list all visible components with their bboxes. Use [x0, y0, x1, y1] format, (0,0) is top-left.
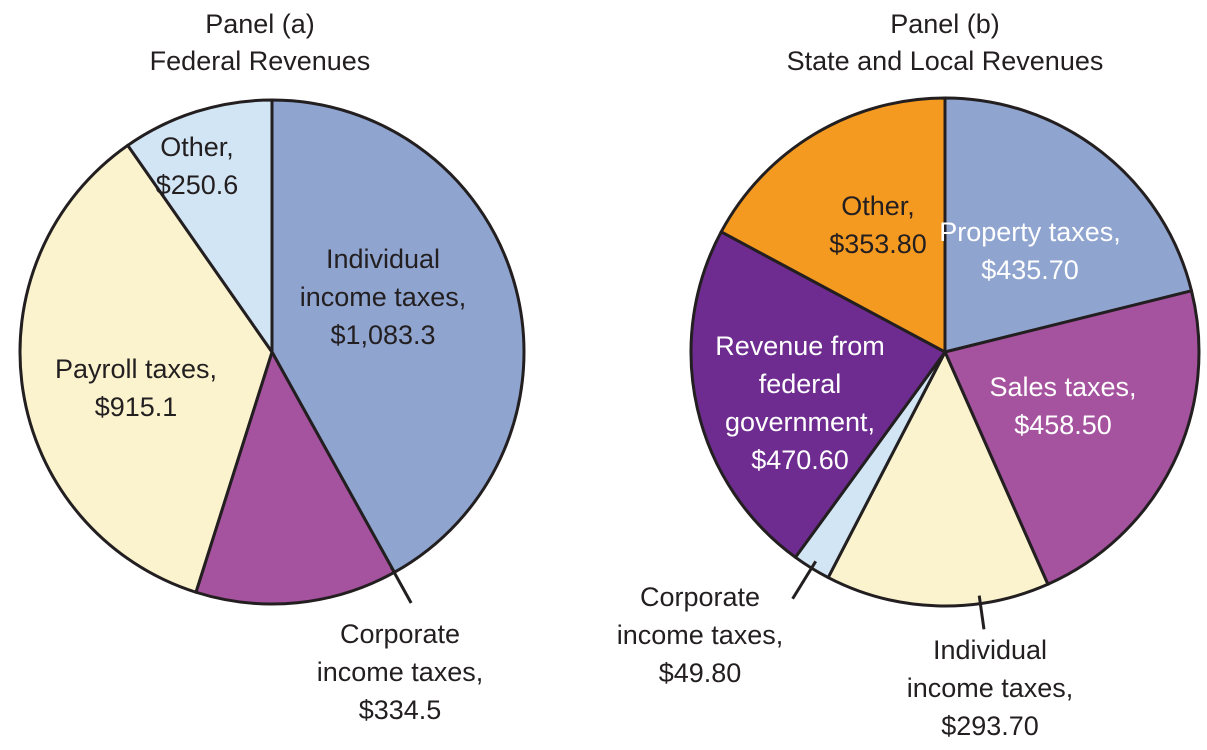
pie-slice-b-other — [719, 96, 947, 354]
pie-slice-b-revenue-from-federal-government — [689, 230, 947, 559]
panel-b-title-line1: Panel (b) — [890, 9, 1000, 39]
panel-b: Panel (b) State and Local Revenues Prope… — [570, 0, 1207, 750]
pie-slice-b-property-taxes — [943, 96, 1194, 354]
panel-a-title-line1: Panel (a) — [205, 9, 315, 39]
leader-line-a-corporate-income-taxes — [389, 566, 413, 604]
panel-b-title: Panel (b) State and Local Revenues — [570, 0, 1207, 80]
slice-label-b-other: Other, $353.80 — [829, 191, 927, 259]
slice-label-b-corporate-income-taxes: Corporate income taxes, $49.80 — [617, 582, 784, 688]
slice-label-b-individual-income-taxes: Individual income taxes, $293.70 — [907, 635, 1074, 741]
slice-label-a-payroll-taxes: Payroll taxes, $915.1 — [55, 354, 217, 422]
slice-label-a-other: Other, $250.6 — [156, 132, 239, 200]
panel-b-title-line2: State and Local Revenues — [786, 46, 1104, 76]
slice-label-a-individual-income-taxes: Individual income taxes, $1,083.3 — [300, 244, 467, 350]
leader-line-b-individual-income-taxes — [977, 595, 986, 630]
panel-b-pie-chart: Property taxes, $435.70 Sales taxes, $458.5… — [617, 96, 1201, 741]
pie-slice-b-sales-taxes — [943, 289, 1201, 586]
panel-a-title: Panel (a) Federal Revenues — [0, 0, 570, 80]
pie-slice-a-other — [126, 98, 274, 354]
pie-slice-b-individual-income-taxes — [826, 350, 1050, 608]
panel-a-title-line2: Federal Revenues — [149, 46, 371, 76]
slice-label-a-corporate-income-taxes: Corporate income taxes, $334.5 — [317, 619, 484, 725]
slice-label-b-property-taxes: Property taxes, $435.70 — [939, 217, 1121, 285]
pie-slice-a-payroll-taxes — [18, 143, 274, 594]
panel-a: Panel (a) Federal Revenues Individual inc… — [0, 0, 570, 750]
panel-a-pie-chart: Individual income taxes, $1,083.3 Corporate… — [18, 98, 526, 725]
pie-slice-a-corporate-income-taxes — [194, 350, 396, 606]
slice-label-b-revenue-from-federal-government: Revenue from federal government, $470.60 — [715, 331, 885, 475]
leader-line-b-corporate-income-taxes — [791, 560, 818, 600]
pie-slice-a-individual-income-taxes — [270, 98, 526, 574]
slice-label-b-sales-taxes: Sales taxes, $458.50 — [989, 372, 1136, 440]
